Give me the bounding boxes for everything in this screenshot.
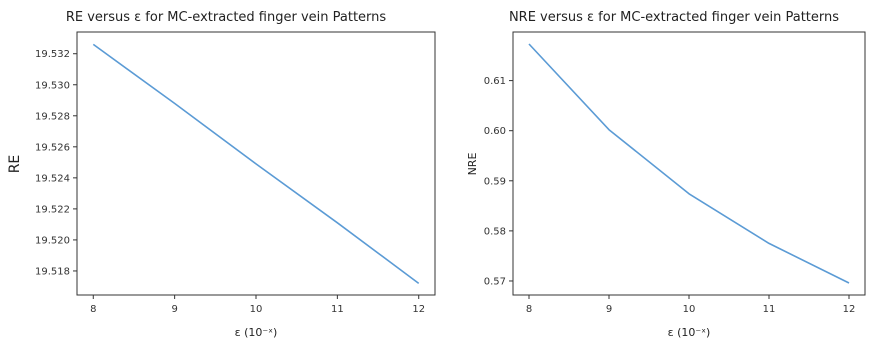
re-x-tick-label: 10 xyxy=(250,304,263,315)
re-x-tick-label: 8 xyxy=(90,304,96,315)
re-x-tick-label: 12 xyxy=(412,304,425,315)
re-y-tick-label: 19.522 xyxy=(35,204,70,215)
re-y-tick-label: 19.532 xyxy=(35,49,70,60)
re-y-tick-label: 19.518 xyxy=(35,266,70,277)
re-x-axis-label: ε (10⁻ˣ) xyxy=(235,326,278,339)
re-y-tick-label: 19.528 xyxy=(35,111,70,122)
nre-plot-frame xyxy=(512,31,866,296)
re-y-tick-label: 19.526 xyxy=(35,142,70,153)
re-y-tick-label: 19.524 xyxy=(35,173,70,184)
re-x-tick-label: 9 xyxy=(171,304,177,315)
nre-chart: NRE versus ε for MC-extracted finger vei… xyxy=(466,10,866,339)
nre-y-tick-label: 0.60 xyxy=(484,126,506,137)
nre-y-tick-label: 0.61 xyxy=(484,76,506,87)
nre-y-tick-label: 0.58 xyxy=(484,226,506,237)
nre-x-tick-label: 8 xyxy=(526,304,532,315)
nre-x-tick-label: 10 xyxy=(683,304,696,315)
re-chart: RE versus ε for MC-extracted finger vein… xyxy=(7,10,436,339)
re-y-tick-label: 19.530 xyxy=(35,80,70,91)
nre-y-tick-label: 0.59 xyxy=(484,176,506,187)
nre-x-tick-label: 9 xyxy=(606,304,612,315)
nre-x-tick-label: 12 xyxy=(843,304,856,315)
nre-y-axis-label: NRE xyxy=(466,153,479,176)
nre-chart-title: NRE versus ε for MC-extracted finger vei… xyxy=(509,10,839,25)
nre-y-tick-label: 0.57 xyxy=(484,276,506,287)
re-y-tick-label: 19.520 xyxy=(35,235,70,246)
nre-x-tick-label: 11 xyxy=(763,304,776,315)
re-y-axis-label: RE xyxy=(7,155,23,174)
re-series-line xyxy=(92,43,420,285)
re-x-tick-label: 11 xyxy=(331,304,344,315)
re-chart-title: RE versus ε for MC-extracted finger vein… xyxy=(66,10,387,25)
nre-x-axis-label: ε (10⁻ˣ) xyxy=(668,326,711,339)
nre-series-line xyxy=(528,43,850,284)
